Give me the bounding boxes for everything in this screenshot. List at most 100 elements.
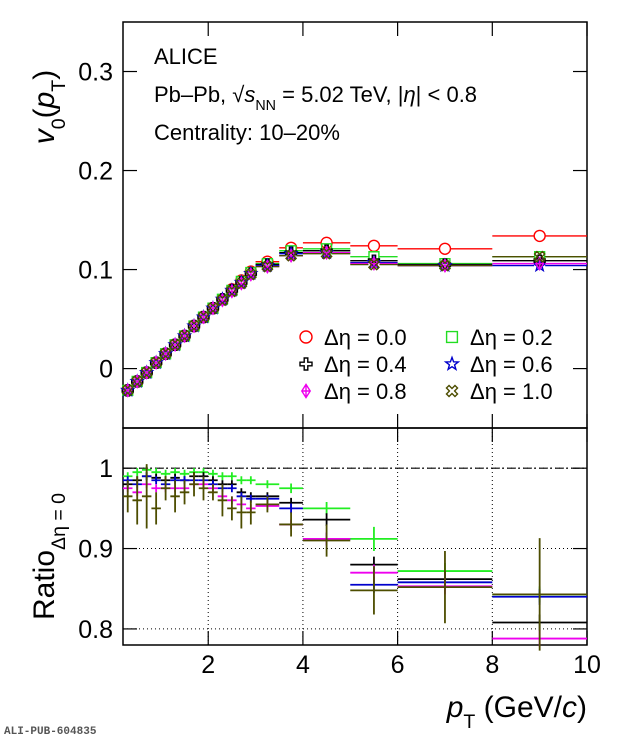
text-part: v [28,127,61,144]
text-part: T [463,711,475,733]
ratio-point [236,496,247,529]
data-point [302,247,351,260]
y-tick-label: 1 [99,455,113,483]
x-tick-label: 2 [201,651,215,679]
ratio-point [160,476,171,501]
legend-label: Δη = 0.6 [470,352,553,377]
text-part: p [446,691,464,724]
y-tick-label: 0.9 [78,536,113,564]
legend-label: Δη = 0.2 [470,325,553,350]
y-tick-label: 0.1 [78,257,113,285]
x-tick-label: 8 [485,651,499,679]
data-point [140,366,153,379]
legend-label: Δη = 0.8 [324,379,407,404]
y-tick-label: 0.8 [78,616,113,644]
ratio-point [151,492,161,525]
ratio-point [151,484,161,493]
data-point [206,302,219,315]
ratio-point [279,503,303,514]
data-point [131,375,144,388]
data-point [255,260,280,273]
data-point [350,258,398,271]
legend-marker [443,355,461,372]
y-tick-label: 0.3 [78,59,113,87]
footer: ALI-PUB-604835 [4,726,97,738]
text-part: η [403,82,415,107]
text-part: (GeV/ [475,691,562,724]
ratio-point [350,526,398,551]
text-part: Pb–Pb, [154,82,232,107]
text-part: p [28,92,61,110]
text-part: Centrality: 10–20% [154,120,340,145]
ratio-point [217,484,228,517]
text-part: Ratio [28,550,61,620]
ratio-point [198,476,209,501]
ratio-point [279,512,303,537]
ratio-point [255,480,280,489]
ratio-point [255,496,280,513]
panel-frame [122,427,588,646]
data-point [197,311,210,324]
ratio-point [227,472,237,481]
data-point [216,294,229,307]
ratio-point [227,484,237,493]
ratio-point [302,513,351,527]
data-point [302,245,351,261]
data-point [397,242,493,255]
data-point [244,268,257,281]
x-tick-label: 4 [296,651,310,679]
text-part: = 5.02 TeV, | [276,82,403,107]
x-tick-label: 10 [573,651,601,679]
data-point [492,250,587,263]
data-point [178,329,191,342]
ratio-point [302,524,351,557]
y-tick-label: 0 [99,356,113,384]
text-part: ) [577,691,587,724]
data-point [225,285,238,298]
ratio-point [132,476,142,525]
annotation: Centrality: 10–20% [154,120,340,145]
data-point [350,239,398,252]
data-point [159,347,172,360]
data-point [279,249,303,262]
ratio-point [397,550,493,624]
ratio-point [236,476,247,485]
data-point [235,277,248,290]
x-axis-label: pT (GeV/c) [446,691,587,733]
data-point [492,256,587,271]
ratio-point [246,500,256,525]
annotation: Pb–Pb, √sNN = 5.02 TeV, |η| < 0.8 [154,82,477,114]
legend-label: Δη = 0.4 [324,352,407,377]
text-part: T [48,80,70,92]
data-point [302,236,351,249]
legend-marker [445,384,459,398]
data-point [150,356,163,369]
ratio-point [246,476,256,485]
ratio-point [208,484,218,501]
ratio-point [279,483,303,494]
ratio-point [170,480,180,513]
ratio-point [350,566,398,615]
data-point [397,259,493,272]
text-part: 0 [48,118,70,129]
ratio-point [151,476,161,485]
legend-label: Δη = 0.0 [324,325,407,350]
legend-marker [300,383,312,399]
text-part: NN [255,98,276,114]
text-part: ALICE [154,44,218,69]
text-part: √ [232,82,245,107]
y-tick-label: 0.2 [78,158,113,186]
data-point [187,319,201,333]
y-axis-label: v0(pT) [28,70,70,144]
ratio-point [141,464,152,529]
text-part: ) [28,70,61,80]
legend-label: Δη = 1.0 [470,379,553,404]
ratio-point [189,472,199,497]
ratio-point [179,480,190,505]
data-point [350,256,398,271]
data-point [121,384,134,397]
ratio-point [302,501,351,515]
legend-marker [299,330,313,344]
data-point [169,338,182,351]
